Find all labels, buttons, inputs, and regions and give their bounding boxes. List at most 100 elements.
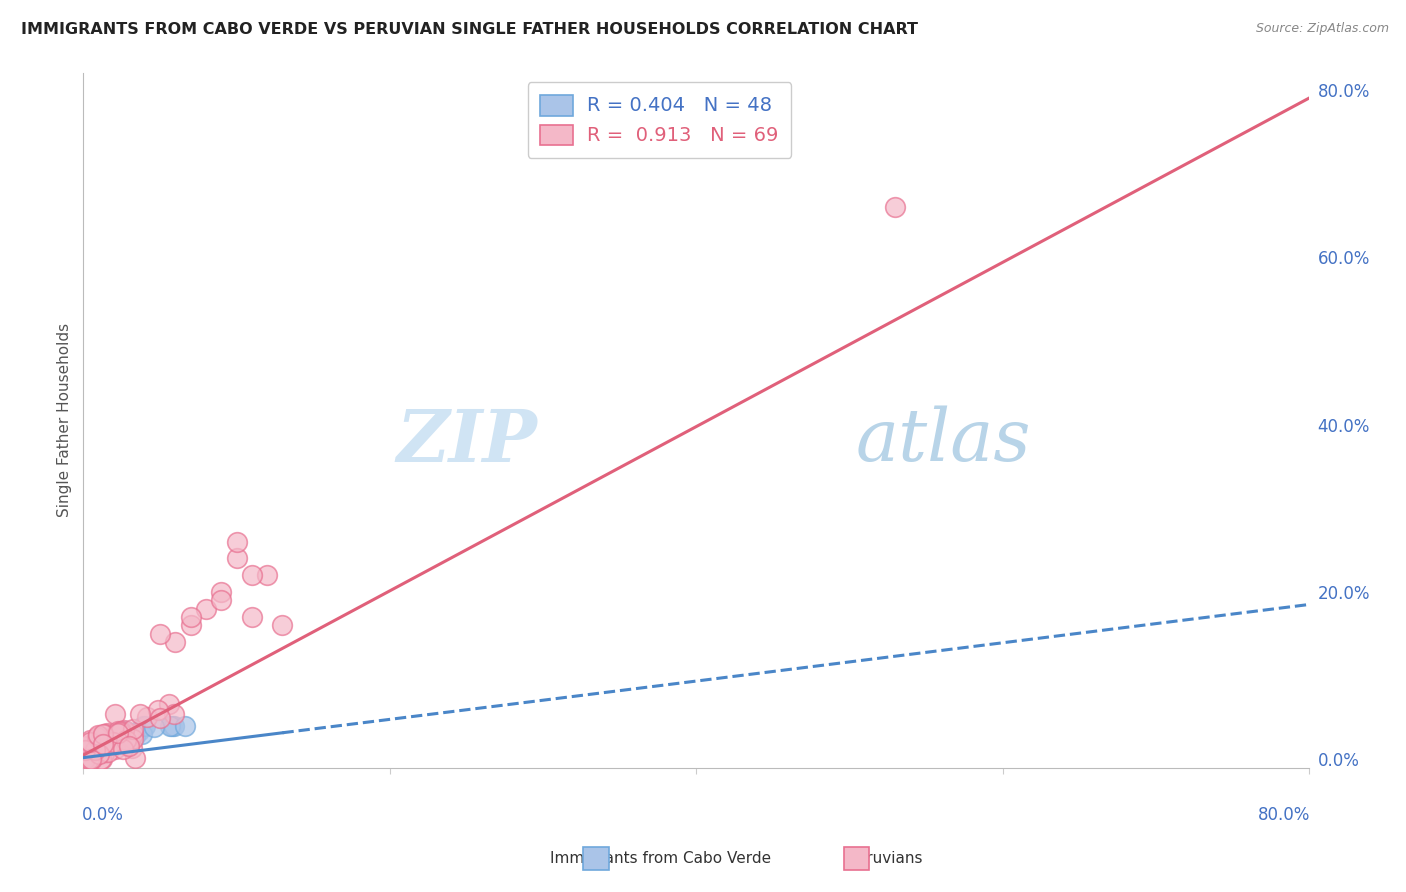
Point (94, 742, 117, 756)
Point (143, 720, 166, 734)
Point (149, 710, 172, 724)
Point (225, 534, 247, 549)
Point (162, 719, 184, 733)
Point (103, 729, 125, 743)
Point (96, 726, 118, 740)
Point (98, 738, 121, 752)
Point (149, 627, 172, 641)
Point (82, 752, 104, 766)
Point (77, 752, 100, 766)
Point (112, 723, 135, 737)
Point (84, 747, 107, 761)
Point (90, 730, 112, 744)
Text: ZIP: ZIP (396, 406, 537, 476)
Point (83, 743, 105, 757)
Point (80, 740, 103, 755)
Point (240, 610, 263, 624)
Text: Immigrants from Cabo Verde: Immigrants from Cabo Verde (550, 851, 772, 865)
Point (122, 731, 145, 746)
Point (136, 710, 159, 724)
Point (104, 706, 127, 721)
Point (91, 735, 114, 749)
Y-axis label: Single Father Households: Single Father Households (58, 323, 72, 517)
Point (80, 745, 103, 759)
Point (110, 736, 132, 750)
Point (163, 706, 186, 721)
Legend: R = 0.404   N = 48, R =  0.913   N = 69: R = 0.404 N = 48, R = 0.913 N = 69 (527, 82, 792, 158)
Point (93, 735, 115, 749)
Point (76, 747, 98, 761)
Point (75, 752, 97, 766)
Point (173, 719, 195, 733)
Point (132, 719, 155, 733)
Point (83, 744, 105, 758)
Text: Peruvians: Peruvians (849, 851, 922, 865)
Point (110, 723, 132, 738)
Point (115, 723, 138, 738)
Point (134, 719, 156, 733)
Point (108, 725, 131, 739)
Text: atlas: atlas (855, 406, 1031, 476)
Point (86, 728, 108, 742)
Point (159, 719, 181, 733)
Point (91, 726, 114, 740)
Point (112, 734, 135, 748)
Point (79, 733, 101, 747)
Point (884, 200, 907, 214)
Point (101, 734, 124, 748)
Point (115, 733, 138, 747)
Point (118, 739, 141, 753)
Text: 0.0%: 0.0% (82, 805, 124, 824)
Point (103, 742, 125, 756)
Point (97, 745, 120, 759)
Point (131, 726, 153, 740)
Point (111, 736, 134, 750)
Point (256, 568, 278, 582)
Point (128, 723, 150, 738)
Point (148, 703, 170, 717)
Point (93, 746, 115, 760)
Point (98, 741, 121, 756)
Point (89, 744, 111, 758)
Point (103, 737, 125, 751)
Point (121, 740, 143, 755)
Point (209, 585, 232, 599)
Point (91, 741, 114, 756)
Text: Source: ZipAtlas.com: Source: ZipAtlas.com (1256, 22, 1389, 36)
Point (91, 736, 114, 750)
Point (194, 601, 217, 615)
Point (82, 744, 104, 758)
Point (107, 726, 129, 740)
Point (86, 738, 108, 752)
Point (209, 593, 232, 607)
Point (107, 724, 129, 739)
Point (96, 733, 118, 747)
Point (117, 725, 139, 739)
Point (93, 745, 115, 759)
Point (84, 741, 107, 756)
Point (240, 568, 263, 582)
Point (271, 618, 294, 632)
Point (117, 732, 139, 747)
Point (76, 744, 98, 758)
Point (165, 635, 187, 649)
Point (112, 742, 135, 756)
Point (96, 731, 118, 745)
Point (180, 610, 202, 624)
Point (157, 697, 180, 711)
Point (75, 748, 97, 763)
Point (73, 739, 96, 754)
Point (84, 745, 107, 759)
Point (94, 727, 117, 741)
Point (107, 725, 129, 739)
Point (90, 752, 112, 766)
Point (180, 618, 202, 632)
Point (80, 742, 103, 756)
Point (128, 706, 150, 721)
Point (163, 719, 186, 733)
Point (124, 751, 146, 765)
Point (122, 726, 145, 740)
Point (82, 747, 104, 761)
Point (122, 727, 145, 741)
Point (77, 752, 100, 766)
